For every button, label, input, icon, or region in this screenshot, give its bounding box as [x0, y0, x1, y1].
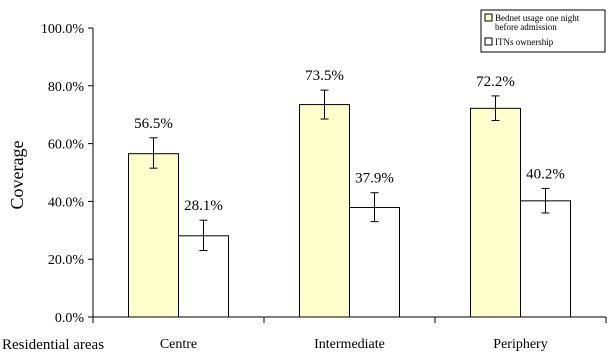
data-label: 40.2%	[526, 166, 565, 182]
y-tick-label: 80.0%	[48, 80, 85, 95]
y-tick-label: 40.0%	[48, 195, 85, 210]
bar-itn-ownership	[520, 200, 571, 318]
chart-error-bars	[149, 89, 550, 252]
legend-swatch	[484, 37, 493, 46]
chart-data-labels: Centre 56.5% 28.1% Intermediate 73.5% 37.9% Pe…	[134, 68, 565, 352]
y-tick-label: 100.0%	[41, 22, 85, 37]
y-tick-label: 0.0%	[55, 311, 85, 326]
data-label: 72.2%	[476, 74, 515, 90]
data-label: 37.9%	[355, 171, 394, 187]
data-label: 28.1%	[184, 198, 223, 214]
y-tick-label: 20.0%	[48, 253, 85, 268]
legend-label: ITNs ownership	[495, 37, 554, 47]
x-tick-label: Centre	[160, 337, 197, 352]
data-label: 73.5%	[305, 68, 344, 84]
data-label: 56.5%	[134, 116, 173, 132]
x-tick-label: Periphery	[493, 337, 547, 352]
y-axis-label: Coverage	[7, 141, 27, 210]
legend-label: Bednet usage one night	[495, 13, 580, 23]
x-axis-label: Residential areas	[2, 337, 104, 353]
bar-bednet-usage	[299, 104, 350, 318]
legend-swatch	[484, 13, 493, 22]
bar-itn-ownership	[349, 206, 400, 318]
legend-label: before admission	[495, 22, 557, 32]
y-tick-label: 60.0%	[48, 138, 85, 153]
bar-bednet-usage	[470, 107, 521, 318]
chart-bars	[128, 104, 571, 318]
legend-box	[480, 9, 606, 53]
x-tick-label: Intermediate	[314, 337, 385, 352]
bar-bednet-usage	[128, 153, 179, 318]
